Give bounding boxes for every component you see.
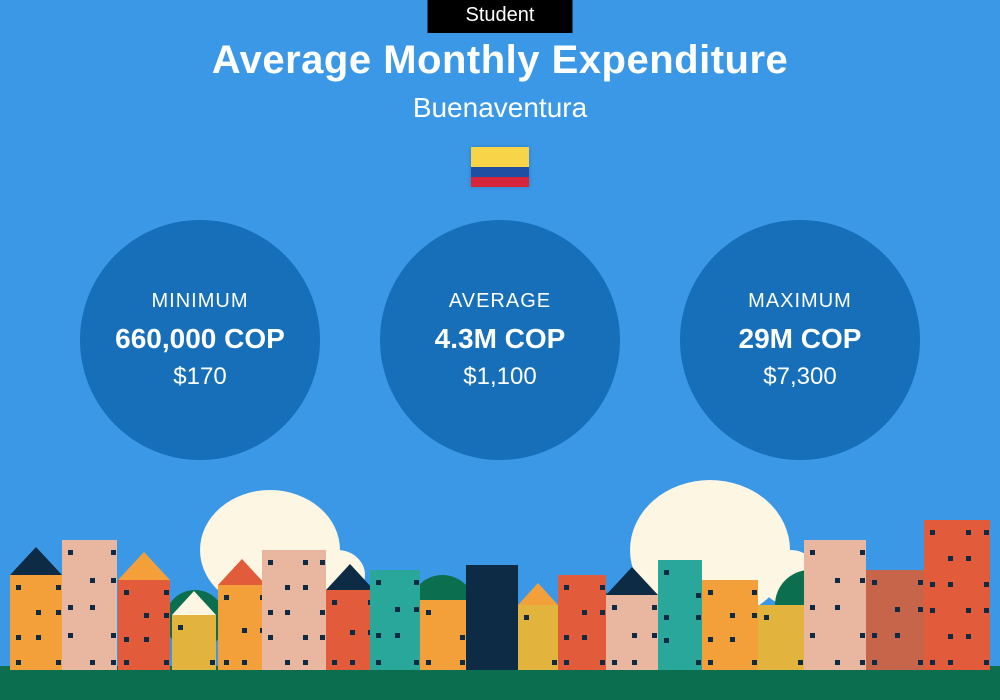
cityscape-illustration	[0, 480, 1000, 700]
building-shape	[558, 575, 606, 670]
stat-value: 29M COP	[739, 323, 862, 355]
stat-usd: $7,300	[763, 363, 836, 391]
building-shape	[606, 595, 658, 670]
stat-value: 4.3M COP	[435, 323, 566, 355]
stat-label: MAXIMUM	[748, 290, 852, 313]
building-shape	[924, 520, 990, 670]
stat-circles-row: MINIMUM 660,000 COP $170 AVERAGE 4.3M CO…	[0, 220, 1000, 460]
stat-circle-average: AVERAGE 4.3M COP $1,100	[380, 220, 620, 460]
building-shape	[804, 540, 866, 670]
stat-circle-minimum: MINIMUM 660,000 COP $170	[80, 220, 320, 460]
building-shape	[758, 605, 804, 670]
building-shape	[466, 565, 518, 670]
flag-stripe-blue	[471, 167, 529, 177]
stat-circle-maximum: MAXIMUM 29M COP $7,300	[680, 220, 920, 460]
flag-stripe-yellow	[471, 147, 529, 167]
building-shape	[118, 580, 170, 670]
stat-usd: $1,100	[463, 363, 536, 391]
ground	[0, 666, 1000, 700]
building-shape	[326, 590, 374, 670]
city-name: Buenaventura	[0, 92, 1000, 124]
building-shape	[370, 570, 420, 670]
building-shape	[866, 570, 924, 670]
building-shape	[262, 550, 326, 670]
building-shape	[420, 600, 466, 670]
building-shape	[218, 585, 266, 670]
flag-stripe-red	[471, 177, 529, 187]
building-shape	[518, 605, 558, 670]
building-shape	[702, 580, 758, 670]
stat-value: 660,000 COP	[115, 323, 285, 355]
stat-label: MINIMUM	[152, 290, 249, 313]
building-shape	[10, 575, 62, 670]
building-shape	[172, 615, 216, 670]
infographic-page: Student Average Monthly Expenditure Buen…	[0, 0, 1000, 700]
page-title: Average Monthly Expenditure	[0, 38, 1000, 83]
category-badge: Student	[428, 0, 573, 33]
stat-label: AVERAGE	[449, 290, 551, 313]
building-shape	[62, 540, 117, 670]
country-flag-icon	[471, 147, 529, 187]
building-shape	[658, 560, 702, 670]
stat-usd: $170	[173, 363, 226, 391]
